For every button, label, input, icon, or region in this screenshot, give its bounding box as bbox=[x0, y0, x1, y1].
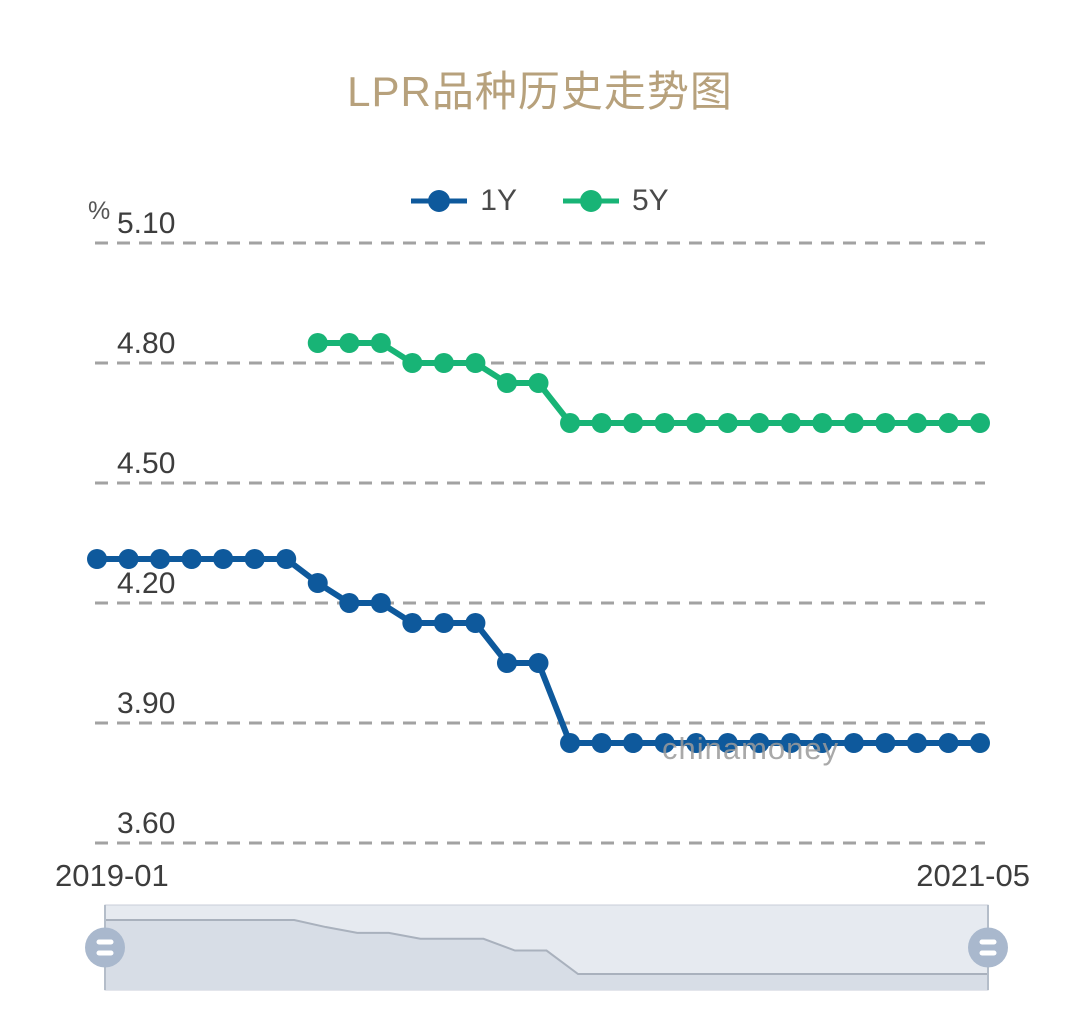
data-point-1y[interactable] bbox=[560, 733, 581, 753]
data-point-1y[interactable] bbox=[465, 613, 486, 633]
y-axis-tick: 4.20 bbox=[117, 567, 176, 600]
data-point-1y[interactable] bbox=[717, 733, 738, 753]
data-point-1y[interactable] bbox=[370, 593, 391, 613]
y-axis-tick: 4.80 bbox=[117, 327, 176, 360]
data-point-5y[interactable] bbox=[307, 333, 328, 353]
watermark: chinamoney bbox=[662, 731, 840, 766]
data-point-1y[interactable] bbox=[970, 733, 990, 753]
data-point-5y[interactable] bbox=[843, 413, 864, 433]
data-point-1y[interactable] bbox=[654, 733, 675, 753]
data-point-5y[interactable] bbox=[370, 333, 391, 353]
data-point-5y[interactable] bbox=[560, 413, 581, 433]
data-point-5y[interactable] bbox=[906, 413, 927, 433]
chart-title: LPR品种历史走势图 bbox=[347, 68, 733, 115]
legend-marker-5y-icon bbox=[563, 190, 619, 212]
data-point-5y[interactable] bbox=[686, 413, 707, 433]
data-point-5y[interactable] bbox=[528, 373, 549, 393]
data-point-5y[interactable] bbox=[717, 413, 738, 433]
slider-handle-right-grip-icon bbox=[979, 939, 997, 945]
slider-area-fill bbox=[105, 920, 988, 990]
data-point-5y[interactable] bbox=[970, 413, 990, 433]
data-point-5y[interactable] bbox=[433, 353, 454, 373]
data-point-1y[interactable] bbox=[528, 653, 549, 673]
data-point-1y[interactable] bbox=[276, 549, 297, 569]
y-axis-tick: 3.90 bbox=[117, 687, 176, 720]
y-axis-tick: 4.50 bbox=[117, 447, 176, 480]
data-point-5y[interactable] bbox=[812, 413, 833, 433]
data-point-1y[interactable] bbox=[591, 733, 612, 753]
legend-item-5y[interactable]: 5Y bbox=[563, 184, 669, 218]
data-point-1y[interactable] bbox=[812, 733, 833, 753]
data-point-5y[interactable] bbox=[591, 413, 612, 433]
data-point-1y[interactable] bbox=[118, 549, 139, 569]
data-point-1y[interactable] bbox=[749, 733, 770, 753]
data-point-5y[interactable] bbox=[654, 413, 675, 433]
slider-handle-left-grip-icon bbox=[96, 939, 114, 945]
data-point-1y[interactable] bbox=[244, 549, 265, 569]
data-point-5y[interactable] bbox=[875, 413, 896, 433]
x-axis-start-label: 2019-01 bbox=[55, 858, 169, 893]
legend-label-5y: 5Y bbox=[632, 184, 669, 217]
series-line-1y bbox=[94, 556, 983, 746]
slider-handle-left-grip-icon bbox=[96, 950, 114, 956]
x-axis-end-label: 2021-05 bbox=[916, 858, 1030, 893]
data-point-5y[interactable] bbox=[780, 413, 801, 433]
data-point-5y[interactable] bbox=[938, 413, 959, 433]
data-point-1y[interactable] bbox=[843, 733, 864, 753]
data-point-5y[interactable] bbox=[339, 333, 360, 353]
data-point-1y[interactable] bbox=[780, 733, 801, 753]
y-axis-tick: 3.60 bbox=[117, 807, 176, 840]
data-point-1y[interactable] bbox=[307, 573, 328, 593]
slider-handle-right[interactable] bbox=[968, 927, 1008, 968]
slider-handle-right-grip-icon bbox=[979, 950, 997, 956]
data-point-1y[interactable] bbox=[623, 733, 644, 753]
data-point-1y[interactable] bbox=[150, 549, 171, 569]
slider-handle-left[interactable] bbox=[85, 927, 125, 968]
chart-legend: 1Y 5Y bbox=[0, 184, 1080, 218]
legend-label-1y: 1Y bbox=[480, 184, 517, 217]
data-point-1y[interactable] bbox=[906, 733, 927, 753]
data-point-1y[interactable] bbox=[433, 613, 454, 633]
data-point-1y[interactable] bbox=[213, 549, 234, 569]
data-point-1y[interactable] bbox=[87, 549, 107, 569]
data-point-1y[interactable] bbox=[339, 593, 360, 613]
data-point-1y[interactable] bbox=[875, 733, 896, 753]
data-point-1y[interactable] bbox=[402, 613, 423, 633]
data-point-1y[interactable] bbox=[181, 549, 202, 569]
data-point-5y[interactable] bbox=[623, 413, 644, 433]
series-line-5y bbox=[314, 340, 983, 426]
data-point-5y[interactable] bbox=[465, 353, 486, 373]
legend-item-1y[interactable]: 1Y bbox=[411, 184, 517, 218]
legend-marker-1y-icon bbox=[411, 190, 468, 212]
data-point-1y[interactable] bbox=[686, 733, 707, 753]
slider-area-line bbox=[105, 919, 988, 975]
data-point-5y[interactable] bbox=[749, 413, 770, 433]
data-point-5y[interactable] bbox=[402, 353, 423, 373]
y-axis-tick: 5.10 bbox=[117, 207, 176, 240]
data-point-1y[interactable] bbox=[938, 733, 959, 753]
y-axis-unit-label: % bbox=[88, 197, 111, 225]
data-point-1y[interactable] bbox=[496, 653, 517, 673]
data-point-5y[interactable] bbox=[496, 373, 517, 393]
